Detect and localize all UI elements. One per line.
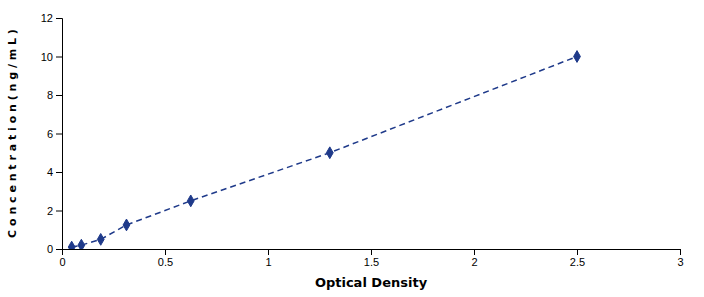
tick-label: 12 [41, 12, 53, 24]
tick-mark [56, 249, 62, 250]
tick-mark [371, 249, 372, 255]
marker [574, 51, 581, 63]
tick: 2 [47, 205, 62, 217]
plot-area: 0 0.5 1 1.5 2 2.5 3 0 2 4 6 8 10 12 [41, 12, 684, 268]
tick: 4 [47, 166, 62, 178]
tick-label: 10 [41, 51, 53, 63]
tick-label: 0 [47, 243, 53, 255]
tick-mark [680, 249, 681, 255]
tick: 12 [41, 12, 62, 24]
axis-line [63, 250, 681, 256]
tick-label: 3 [677, 256, 683, 268]
tick: 3 [677, 249, 683, 268]
tick: 2 [471, 249, 477, 268]
tick-label: 0.5 [158, 256, 173, 268]
tick: 0.5 [158, 249, 173, 268]
tick: 10 [41, 51, 62, 63]
marker [187, 195, 194, 207]
y-axis-title: C o n c e n t r a t i o n ( n g / m L ) [6, 29, 19, 238]
tick: 6 [47, 128, 62, 140]
tick-mark [56, 18, 62, 19]
tick: 1.5 [364, 249, 379, 268]
marker [123, 219, 130, 231]
tick: 0 [59, 249, 65, 268]
x-axis: 0 0.5 1 1.5 2 2.5 3 [59, 249, 683, 268]
tick-mark [56, 134, 62, 135]
y-axis: 0 2 4 6 8 10 12 [41, 12, 63, 255]
tick: 1 [265, 249, 271, 268]
tick-mark [474, 249, 475, 255]
marker [68, 241, 75, 249]
tick-label: 8 [47, 89, 53, 101]
tick: 0 [47, 243, 62, 255]
chart: 0 0.5 1 1.5 2 2.5 3 0 2 4 6 8 10 12 Optical Density C o… [0, 0, 704, 297]
line [72, 57, 577, 248]
marker [97, 233, 104, 245]
tick-label: 2 [47, 205, 53, 217]
tick-label: 4 [47, 166, 53, 178]
tick: 8 [47, 89, 62, 101]
x-axis-title: Optical Density [315, 275, 428, 290]
tick-label: 6 [47, 128, 53, 140]
tick: 2.5 [570, 249, 585, 268]
tick-mark [268, 249, 269, 255]
tick-mark [56, 57, 62, 58]
tick-mark [56, 211, 62, 212]
tick-label: 2.5 [570, 256, 585, 268]
tick-mark [56, 172, 62, 173]
tick-mark [165, 249, 166, 255]
marker [326, 147, 333, 159]
tick-label: 1 [265, 256, 271, 268]
tick-label: 2 [471, 256, 477, 268]
tick-mark [56, 95, 62, 96]
axis-line [56, 19, 63, 250]
tick-label: 1.5 [364, 256, 379, 268]
marker [78, 239, 85, 249]
tick-mark [577, 249, 578, 255]
series [68, 51, 580, 249]
tick-label: 0 [59, 256, 65, 268]
